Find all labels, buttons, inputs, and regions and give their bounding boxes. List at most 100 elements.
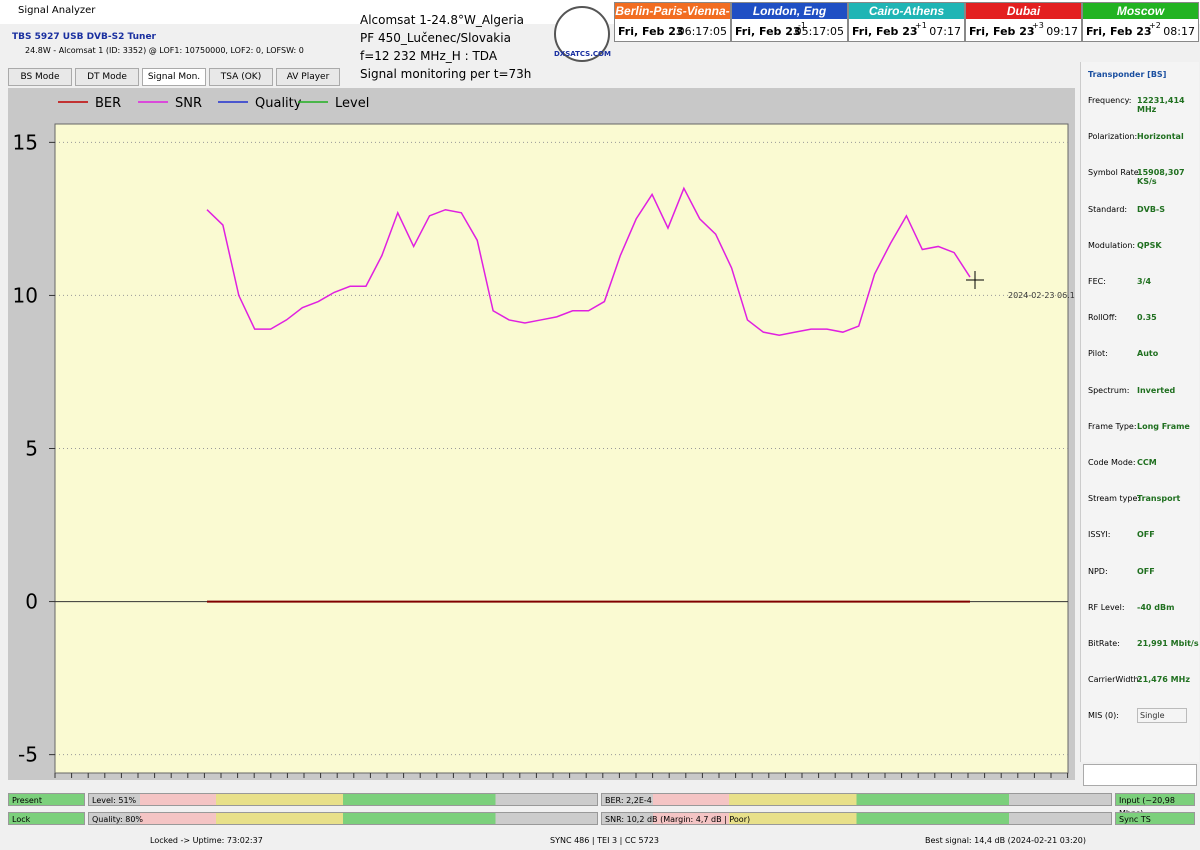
logo-circle xyxy=(554,6,610,62)
param-label: MIS (0): xyxy=(1088,711,1119,721)
param-label: Pilot: xyxy=(1088,349,1108,359)
clock-time: 08:17 xyxy=(1163,25,1195,38)
tooltip: 2024-02-23 06.13.41, value: 10,600000381… xyxy=(1008,291,1075,300)
param-label: ISSYI: xyxy=(1088,530,1111,540)
status-box: Input (~20,98 Mbps) xyxy=(1115,793,1195,818)
legend-label: BER xyxy=(95,96,121,111)
tab[interactable]: DT Mode xyxy=(75,68,139,86)
tab[interactable]: Signal Mon. xyxy=(142,68,206,86)
clock-time: 09:17 xyxy=(1046,25,1078,38)
clock-date: Fri, Feb 23 xyxy=(852,25,918,38)
clock-offset: +1 xyxy=(915,21,927,30)
param-label: Spectrum: xyxy=(1088,385,1130,395)
tab[interactable]: BS Mode xyxy=(8,68,72,86)
footer-text: Best signal: 14,4 dB (2024-02-21 03:20) xyxy=(925,836,1086,845)
param-label: Frame Type: xyxy=(1088,421,1137,431)
tab[interactable]: TSA (OK) xyxy=(209,68,273,86)
status-meter: BER: 2,2E-4 xyxy=(601,793,1112,806)
status-box: Present xyxy=(8,793,85,806)
param-value: 21,991 Mbit/s xyxy=(1137,639,1199,648)
param-label: RollOff: xyxy=(1088,313,1118,323)
param-label: Code Mode: xyxy=(1088,458,1136,467)
y-tick-label: 10 xyxy=(13,283,38,307)
clock-date: Fri, Feb 23 xyxy=(735,25,801,38)
clock-offset: +2 xyxy=(1149,21,1161,30)
panel-button[interactable] xyxy=(1083,764,1197,786)
y-tick-label: 5 xyxy=(25,437,38,461)
param-label: Symbol Rate: xyxy=(1088,168,1142,178)
tuner-detail: 24.8W - Alcomsat 1 (ID: 3352) @ LOF1: 10… xyxy=(25,46,304,55)
clock-city: London, Eng xyxy=(732,3,847,19)
param-label: FEC: xyxy=(1088,277,1106,286)
param-value: OFF xyxy=(1137,530,1155,540)
clock: Moscow Fri, Feb 23 +2 08:17 xyxy=(1082,2,1199,42)
tab[interactable]: AV Player xyxy=(276,68,340,86)
status-meter: Level: 51% xyxy=(88,793,598,806)
overlay-line: PF 450_Lučenec/Slovakia xyxy=(360,31,511,45)
param-value: Single xyxy=(1137,708,1187,724)
status-meter: Quality: 80% xyxy=(88,812,598,825)
param-value: QPSK xyxy=(1137,240,1162,250)
param-value: Transport xyxy=(1137,494,1181,504)
param-label: Stream type: xyxy=(1088,494,1141,504)
param-label: Standard: xyxy=(1088,204,1128,214)
window-title: Signal Analyzer xyxy=(18,5,96,16)
param-label: RF Level: xyxy=(1088,602,1125,612)
clock-city: Dubai xyxy=(966,3,1081,19)
footer-text: SYNC 486 | TEI 3 | CC 5723 xyxy=(550,836,659,845)
param-value: OFF xyxy=(1137,566,1155,576)
param-value: CCM xyxy=(1137,458,1157,467)
param-value: Inverted xyxy=(1137,385,1176,395)
param-value: Auto xyxy=(1137,349,1159,359)
param-label: Modulation: xyxy=(1088,240,1136,250)
param-label: BitRate: xyxy=(1088,639,1120,648)
clock-offset: +3 xyxy=(1032,21,1044,30)
clock-date: Fri, Feb 23 xyxy=(1086,25,1152,38)
y-tick-label: 0 xyxy=(25,590,38,614)
y-tick-label: -5 xyxy=(18,743,38,767)
legend-label: Level xyxy=(335,96,369,111)
plot-area xyxy=(54,123,1069,774)
clock-offset: -1 xyxy=(798,21,806,30)
clock-city: Moscow xyxy=(1083,3,1198,19)
clock-city: Cairo-Athens xyxy=(849,3,964,19)
clock-time: 07:17 xyxy=(929,25,961,38)
status-box: Lock xyxy=(8,812,85,825)
param-value: -40 dBm xyxy=(1137,602,1175,612)
logo-text: DXSATCS.COM xyxy=(554,50,611,58)
param-value: 3/4 xyxy=(1137,277,1152,286)
param-value: 0.35 xyxy=(1137,313,1157,323)
param-value: 15908,307 KS/s xyxy=(1137,168,1185,187)
clock-date: Fri, Feb 23 xyxy=(969,25,1035,38)
clock: London, Eng Fri, Feb 23 -1 05:17:05 xyxy=(731,2,848,42)
chart: 2024-02-23 06.13.41, value: 10,600000381… xyxy=(8,88,1075,780)
overlay-line: f=12 232 MHz_H : TDA xyxy=(360,49,498,63)
status-box: Sync TS xyxy=(1115,812,1195,825)
clock-time: 06:17:05 xyxy=(677,25,727,38)
param-value: 21,476 MHz xyxy=(1137,675,1190,685)
param-value: Long Frame xyxy=(1137,421,1190,431)
side-panel xyxy=(1080,62,1199,762)
legend-label: SNR xyxy=(175,96,202,111)
param-value: DVB-S xyxy=(1137,204,1166,214)
clock-city: Berlin-Paris-Vienna-Roma xyxy=(615,3,730,34)
clock-date: Fri, Feb 23 xyxy=(618,25,684,38)
param-label: Polarization: xyxy=(1088,132,1138,142)
param-label: Frequency: xyxy=(1088,96,1132,105)
param-value: Horizontal xyxy=(1137,132,1184,142)
param-label: CarrierWidth: xyxy=(1088,675,1142,685)
param-label: NPD: xyxy=(1088,566,1108,576)
legend-label: Quality xyxy=(255,96,302,111)
status-meter: SNR: 10,2 dB (Margin: 4,7 dB | Poor) xyxy=(601,812,1112,825)
clock: Berlin-Paris-Vienna-Roma Fri, Feb 23 06:17… xyxy=(614,2,731,42)
tuner-name: TBS 5927 USB DVB-S2 Tuner xyxy=(12,32,156,42)
clock-time: 05:17:05 xyxy=(794,25,844,38)
clock: Dubai Fri, Feb 23 +3 09:17 xyxy=(965,2,1082,42)
param-value: 12231,414 MHz xyxy=(1137,96,1185,114)
overlay-line: Alcomsat 1-24.8°W_Algeria xyxy=(360,13,525,27)
overlay-line: Signal monitoring per t=73h xyxy=(360,67,532,81)
series-line xyxy=(206,186,971,336)
panel-title: Transponder [BS] xyxy=(1088,70,1167,79)
clock: Cairo-Athens Fri, Feb 23 +1 07:17 xyxy=(848,2,965,42)
